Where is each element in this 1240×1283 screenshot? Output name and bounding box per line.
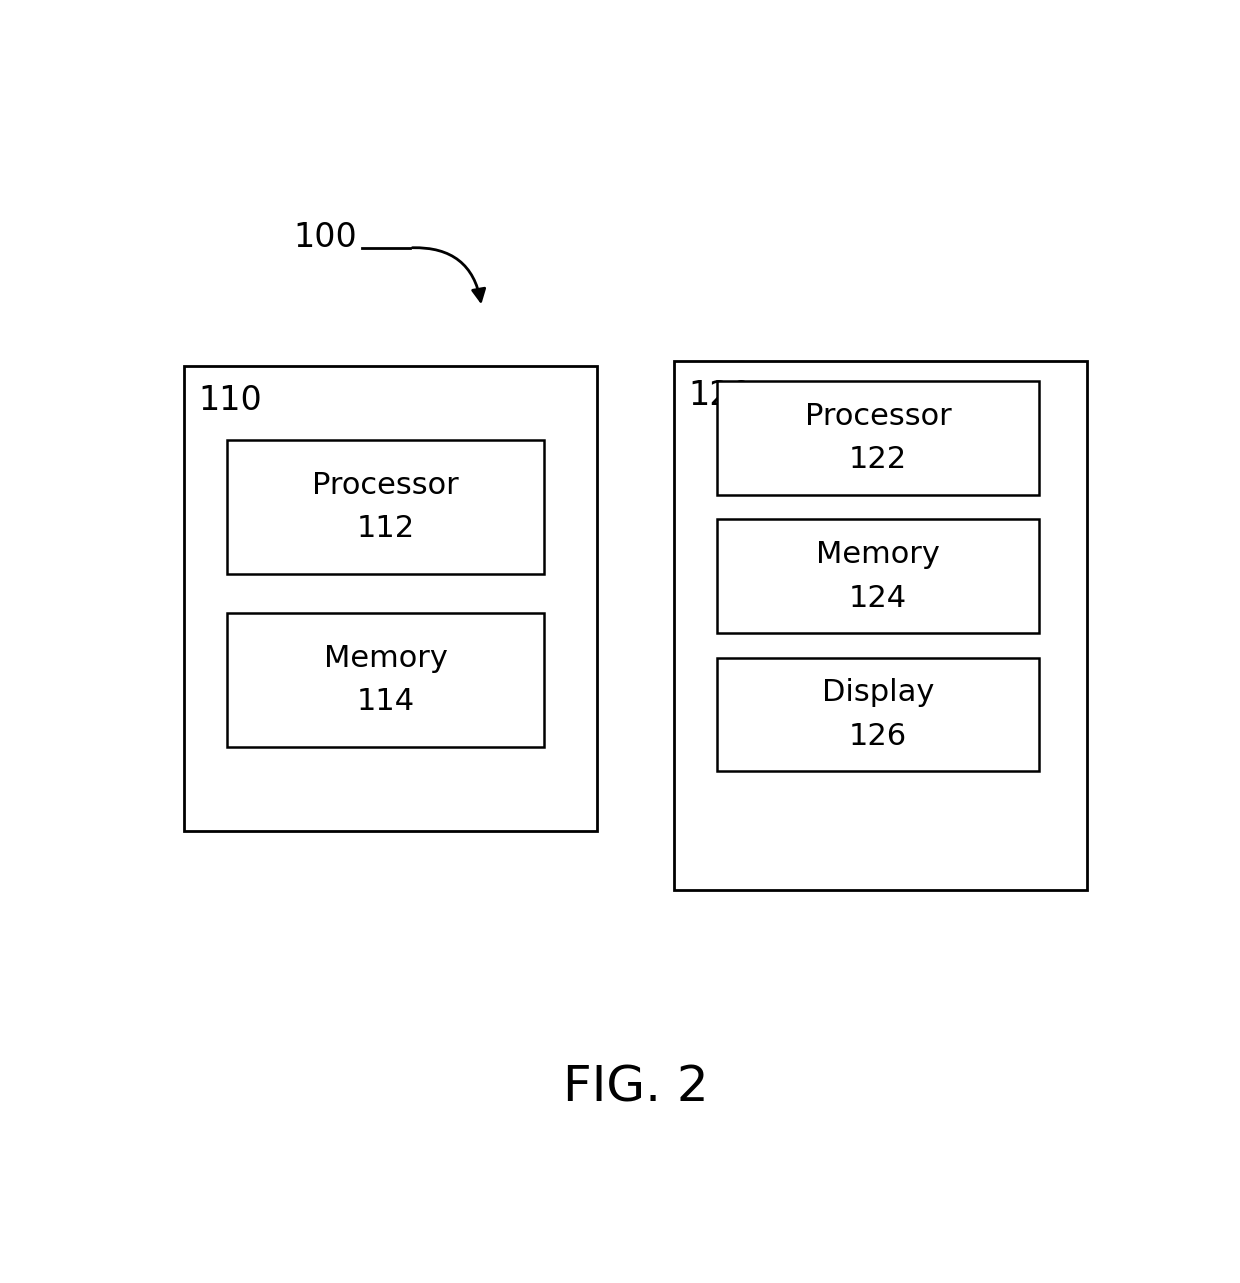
Text: 100: 100 [293,222,357,254]
Text: Display: Display [822,679,935,707]
Bar [227,613,544,747]
FancyArrowPatch shape [413,248,485,302]
Text: 112: 112 [357,514,414,544]
Text: Processor: Processor [805,402,951,431]
Bar [227,440,544,574]
Text: Memory: Memory [324,644,448,672]
Text: 124: 124 [849,584,908,612]
Text: 122: 122 [849,445,908,475]
Bar [717,658,1039,771]
Text: FIG. 2: FIG. 2 [563,1064,708,1111]
Text: 114: 114 [357,688,414,716]
Bar [717,520,1039,633]
Text: Memory: Memory [816,540,940,570]
Text: Processor: Processor [312,471,459,500]
Text: 110: 110 [198,384,262,417]
Bar [184,367,596,830]
Text: 126: 126 [849,722,908,751]
Bar [717,381,1039,495]
Bar [675,362,1087,890]
Text: 120: 120 [688,380,753,412]
